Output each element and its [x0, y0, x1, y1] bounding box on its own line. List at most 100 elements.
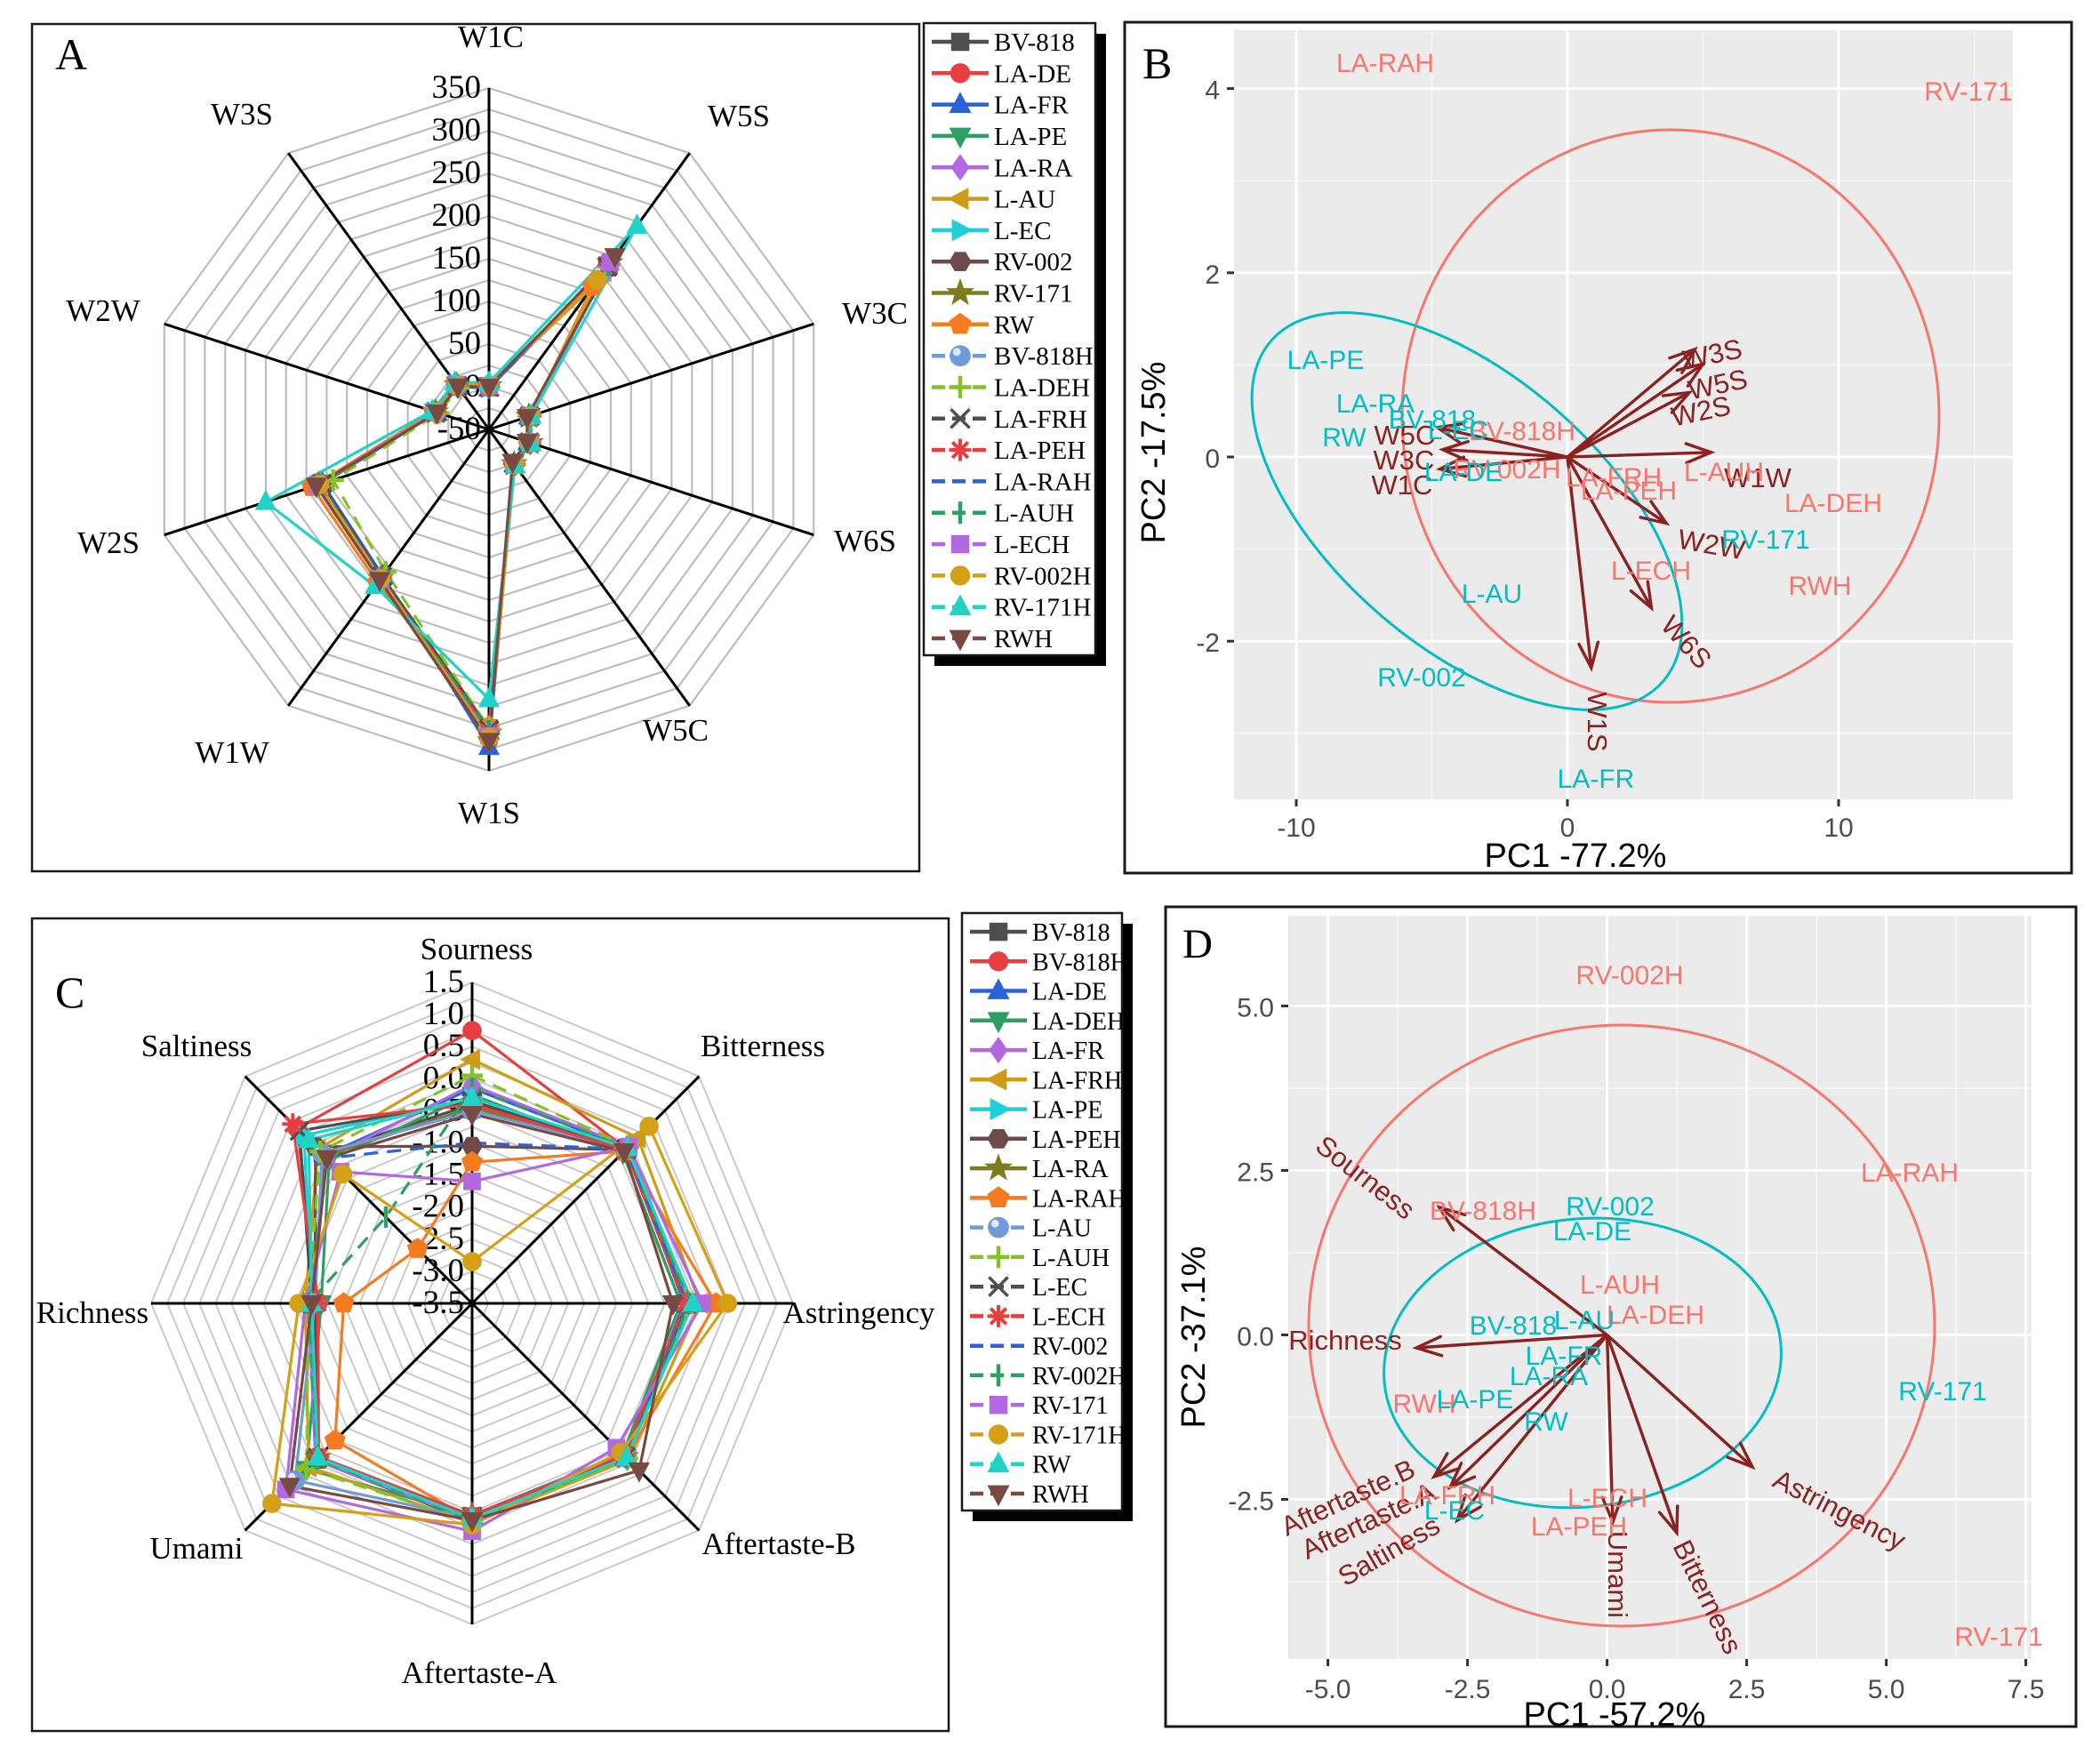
svg-text:LA-RAH: LA-RAH: [1336, 49, 1434, 78]
svg-text:L-AUH: L-AUH: [1032, 1245, 1110, 1272]
svg-text:L-AU: L-AU: [1032, 1215, 1092, 1243]
svg-text:PC1 -77.2%: PC1 -77.2%: [1485, 837, 1667, 875]
svg-text:300: 300: [432, 112, 482, 148]
svg-text:0.0: 0.0: [1589, 1675, 1626, 1704]
svg-text:L-AU: L-AU: [1554, 1306, 1615, 1335]
svg-text:Umami: Umami: [150, 1531, 244, 1566]
svg-text:1.0: 1.0: [423, 996, 464, 1032]
svg-text:LA-FR: LA-FR: [1526, 1342, 1603, 1371]
svg-text:5.0: 5.0: [1868, 1675, 1905, 1704]
svg-text:L-AU: L-AU: [994, 186, 1055, 214]
svg-text:LA-DE: LA-DE: [1424, 458, 1503, 487]
svg-text:LA-PEH: LA-PEH: [1531, 1512, 1627, 1542]
svg-text:LA-DE: LA-DE: [994, 60, 1071, 88]
svg-text:Richness: Richness: [1288, 1325, 1402, 1356]
svg-text:D: D: [1182, 921, 1213, 967]
svg-text:L-ECH: L-ECH: [1567, 1484, 1647, 1513]
svg-text:-2.5: -2.5: [1228, 1487, 1274, 1517]
svg-text:LA-FR: LA-FR: [1558, 765, 1635, 794]
svg-text:W1W: W1W: [1724, 462, 1792, 493]
svg-text:RWH: RWH: [1032, 1481, 1089, 1509]
svg-text:LA-DE: LA-DE: [1032, 979, 1107, 1006]
svg-text:LA-FR: LA-FR: [994, 92, 1069, 120]
svg-text:LA-RA: LA-RA: [1032, 1156, 1109, 1183]
svg-text:Aftertaste-B: Aftertaste-B: [702, 1527, 856, 1561]
svg-text:LA-RAH: LA-RAH: [994, 468, 1092, 496]
svg-text:LA-RA: LA-RA: [1510, 1362, 1588, 1391]
svg-text:W6S: W6S: [834, 524, 896, 558]
svg-text:LA-PE: LA-PE: [994, 123, 1067, 151]
svg-text:LA-PE: LA-PE: [1287, 346, 1365, 375]
svg-text:LA-RAH: LA-RAH: [1032, 1185, 1126, 1213]
svg-text:RV-002: RV-002: [1377, 663, 1466, 693]
svg-text:RW: RW: [994, 311, 1035, 340]
svg-text:LA-DEH: LA-DEH: [1032, 1008, 1125, 1036]
svg-text:LA-PE: LA-PE: [1032, 1097, 1102, 1125]
svg-text:LA-RAH: LA-RAH: [1861, 1158, 1959, 1188]
svg-text:L-AUH: L-AUH: [1684, 458, 1764, 487]
svg-text:C: C: [55, 967, 84, 1017]
svg-text:W1S: W1S: [1582, 692, 1613, 751]
svg-text:A: A: [55, 29, 87, 79]
svg-text:W1W: W1W: [195, 735, 269, 770]
svg-text:LA-PE: LA-PE: [1437, 1385, 1514, 1414]
svg-text:BV-818: BV-818: [994, 28, 1075, 57]
svg-text:PC2 -17.5%: PC2 -17.5%: [1135, 362, 1173, 544]
svg-text:BV-818H: BV-818H: [1469, 417, 1575, 446]
svg-text:L-EC: L-EC: [1428, 416, 1488, 445]
svg-text:Umami: Umami: [1602, 1531, 1633, 1618]
svg-text:L-AUH: L-AUH: [994, 500, 1074, 528]
svg-text:-5.0: -5.0: [1305, 1675, 1351, 1704]
svg-text:Bitterness: Bitterness: [701, 1029, 825, 1063]
svg-text:RV-171: RV-171: [1898, 1377, 1987, 1406]
svg-text:Sourness: Sourness: [421, 932, 533, 966]
svg-text:BV-818H: BV-818H: [994, 342, 1094, 371]
svg-text:-3.0: -3.0: [412, 1253, 464, 1289]
svg-text:5.0: 5.0: [1237, 994, 1274, 1023]
svg-text:LA-DEH: LA-DEH: [1784, 489, 1882, 518]
svg-text:PC1 -57.2%: PC1 -57.2%: [1524, 1696, 1706, 1734]
svg-text:W5C: W5C: [643, 713, 709, 748]
svg-text:RV-171: RV-171: [1924, 77, 2013, 107]
svg-text:W2S: W2S: [77, 525, 140, 560]
svg-text:BV-818: BV-818: [1032, 919, 1110, 947]
svg-text:RWH: RWH: [994, 625, 1053, 653]
svg-text:LA-FRH: LA-FRH: [994, 405, 1087, 434]
svg-text:10: 10: [1823, 813, 1853, 843]
svg-text:B: B: [1142, 38, 1172, 88]
svg-text:LA-DEH: LA-DEH: [1607, 1301, 1704, 1330]
svg-text:W1C: W1C: [458, 20, 524, 54]
svg-text:L-ECH: L-ECH: [1032, 1303, 1105, 1331]
svg-text:RV-171H: RV-171H: [1032, 1422, 1126, 1450]
svg-text:LA-PEH: LA-PEH: [1032, 1126, 1121, 1154]
svg-text:W3C: W3C: [842, 296, 908, 331]
svg-text:PC2 -37.1%: PC2 -37.1%: [1175, 1246, 1213, 1429]
svg-text:-2.0: -2.0: [412, 1189, 464, 1225]
svg-text:RV-171H: RV-171H: [994, 594, 1091, 622]
svg-text:7.5: 7.5: [2008, 1675, 2045, 1704]
svg-text:W1S: W1S: [458, 796, 520, 830]
svg-text:LA-PEH: LA-PEH: [1581, 477, 1677, 506]
svg-text:LA-FRH: LA-FRH: [1032, 1067, 1122, 1094]
svg-text:RV-002: RV-002: [994, 248, 1072, 276]
svg-text:2.5: 2.5: [1728, 1675, 1766, 1704]
svg-text:RV-171: RV-171: [1721, 525, 1810, 555]
svg-text:LA-RA: LA-RA: [1336, 389, 1415, 419]
svg-text:Aftertaste-A: Aftertaste-A: [402, 1655, 558, 1690]
svg-text:4: 4: [1205, 76, 1220, 106]
svg-text:LA-FR: LA-FR: [1032, 1038, 1104, 1065]
svg-text:RV-171: RV-171: [994, 280, 1072, 309]
svg-text:-3.5: -3.5: [412, 1285, 464, 1321]
svg-text:L-AU: L-AU: [1462, 580, 1522, 609]
svg-text:L-ECH: L-ECH: [1611, 557, 1691, 586]
svg-text:BV-818H: BV-818H: [1430, 1197, 1536, 1226]
svg-text:LA-PEH: LA-PEH: [994, 437, 1086, 465]
svg-text:RWH: RWH: [1392, 1390, 1455, 1419]
svg-text:RV-171: RV-171: [1032, 1392, 1108, 1420]
svg-text:0.0: 0.0: [1237, 1323, 1274, 1352]
svg-text:L-EC: L-EC: [994, 217, 1051, 245]
svg-text:L-EC: L-EC: [1424, 1496, 1485, 1526]
svg-text:W3S: W3S: [211, 97, 273, 132]
svg-text:Astringency: Astringency: [782, 1295, 935, 1330]
svg-text:RV-002H: RV-002H: [1032, 1363, 1126, 1390]
